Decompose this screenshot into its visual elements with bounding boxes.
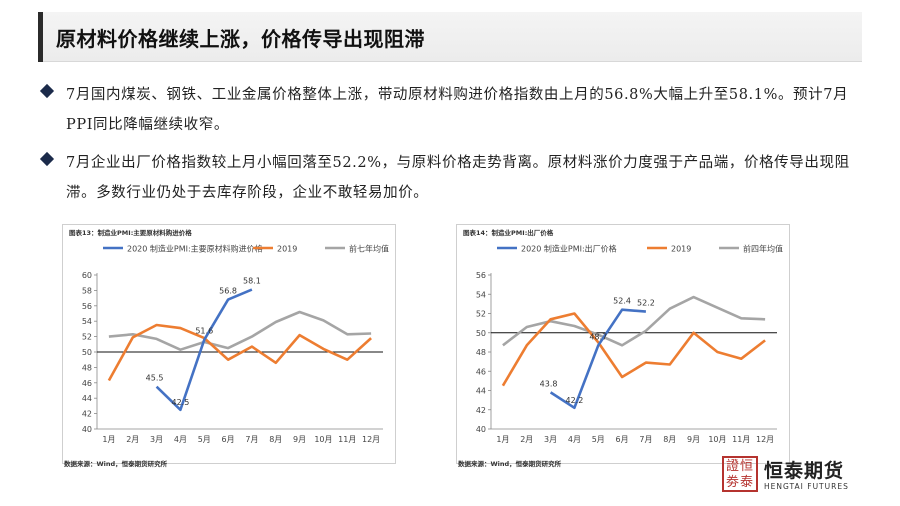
legend-label: 2020 制造业PMI:主要原材料购进价格 [127, 244, 263, 254]
x-tick-label: 1月 [102, 435, 115, 444]
title-accent-bar [38, 12, 43, 62]
x-tick-label: 4月 [174, 435, 187, 444]
y-tick-label: 58 [82, 286, 92, 295]
bullet-text: 7月企业出厂价格指数较上月小幅回落至52.2%，与原料价格走势背离。原材料涨价力… [66, 155, 850, 201]
legend-label: 前七年均值 [349, 244, 389, 254]
x-tick-label: 2月 [520, 435, 533, 444]
x-tick-label: 12月 [756, 435, 774, 444]
y-tick-label: 46 [82, 379, 92, 388]
series-line [108, 310, 372, 351]
x-tick-label: 9月 [293, 435, 306, 444]
x-tick-label: 1月 [496, 435, 509, 444]
y-tick-label: 46 [476, 367, 486, 376]
data-label: 43.8 [540, 379, 558, 388]
logo-name-cn: 恒泰期货 [764, 460, 845, 482]
series-line [502, 295, 766, 347]
series-line [107, 323, 372, 382]
y-tick-label: 50 [82, 348, 92, 357]
series-line [549, 308, 647, 410]
bullet-text: 7月国内煤炭、钢铁、工业金属价格整体上涨，带动原材料购进价格指数由上月的56.8… [66, 87, 849, 133]
data-label: 52.2 [637, 299, 655, 308]
legend-label: 前四年均值 [743, 244, 783, 254]
x-tick-label: 8月 [663, 435, 676, 444]
data-label: 51.6 [195, 327, 213, 336]
bullet-item: 7月国内煤炭、钢铁、工业金属价格整体上涨，带动原材料购进价格指数由上月的56.8… [39, 80, 860, 140]
x-tick-label: 9月 [687, 435, 700, 444]
chart-source: 数据来源：Wind，恒泰期货研究所 [458, 460, 562, 468]
y-tick-label: 44 [476, 387, 486, 396]
x-tick-label: 5月 [592, 435, 605, 444]
x-tick-label: 6月 [222, 435, 235, 444]
data-label: 42.5 [172, 398, 190, 407]
legend-label: 2019 [671, 245, 691, 254]
y-tick-label: 42 [82, 410, 92, 419]
logo-name-en: HENGTAI FUTURES [764, 482, 849, 491]
legend-label: 2020 制造业PMI:出厂价格 [521, 244, 617, 254]
x-tick-label: 11月 [732, 435, 750, 444]
y-tick-label: 54 [82, 317, 92, 326]
y-tick-label: 48 [82, 363, 92, 372]
chart-panel-raw-material-price: 图表13：制造业PMI:主要原材料购进价格 2020 制造业PMI:主要原材料购… [62, 224, 396, 464]
y-tick-label: 54 [476, 290, 486, 299]
y-tick-label: 40 [82, 425, 92, 434]
x-tick-label: 7月 [639, 435, 652, 444]
bullet-item: 7月企业出厂价格指数较上月小幅回落至52.2%，与原料价格走势背离。原材料涨价力… [39, 148, 860, 208]
y-tick-label: 42 [476, 406, 486, 415]
data-label: 58.1 [243, 277, 261, 286]
y-tick-label: 50 [476, 329, 486, 338]
y-tick-label: 48 [476, 348, 486, 357]
chart-caption: 图表13：制造业PMI:主要原材料购进价格 [69, 229, 192, 237]
diamond-bullet-icon [39, 151, 55, 167]
page-title: 原材料价格继续上涨，价格传导出现阻滞 [56, 27, 425, 51]
y-tick-label: 56 [82, 302, 92, 311]
y-tick-label: 60 [82, 271, 92, 280]
y-tick-label: 52 [476, 310, 486, 319]
chart-raw-material-price: 2020 制造业PMI:主要原材料购进价格 2019 前七年均值 40 42 44 46 48… [82, 244, 389, 445]
x-tick-label: 6月 [616, 435, 629, 444]
y-tick-label: 40 [476, 425, 486, 434]
y-tick-label: 56 [476, 271, 486, 280]
company-logo: 證恒 劵泰 恒泰期货 HENGTAI FUTURES [722, 456, 882, 496]
x-tick-label: 12月 [362, 435, 380, 444]
bullet-list: 7月国内煤炭、钢铁、工业金属价格整体上涨，带动原材料购进价格指数由上月的56.8… [39, 80, 860, 216]
logo-seal: 證恒 劵泰 [722, 456, 758, 492]
data-label: 52.4 [613, 297, 631, 306]
x-tick-label: 5月 [198, 435, 211, 444]
x-tick-label: 7月 [245, 435, 258, 444]
data-label: 45.5 [146, 374, 164, 383]
data-label: 48.7 [589, 332, 607, 341]
title-bar: 原材料价格继续上涨，价格传导出现阻滞 [38, 12, 862, 62]
chart-ex-factory-price: 2020 制造业PMI:出厂价格 2019 前四年均值 40 42 44 46 48 50 52 5… [476, 244, 783, 445]
legend-label: 2019 [277, 245, 297, 254]
data-label: 56.8 [219, 287, 237, 296]
x-tick-label: 8月 [269, 435, 282, 444]
data-label: 42.2 [566, 396, 584, 405]
diamond-bullet-icon [39, 83, 55, 99]
y-tick-label: 44 [82, 394, 92, 403]
chart-caption: 图表14：制造业PMI:出厂价格 [463, 229, 554, 237]
x-tick-label: 3月 [150, 435, 163, 444]
x-tick-label: 2月 [126, 435, 139, 444]
series-line [501, 312, 766, 387]
x-tick-label: 4月 [568, 435, 581, 444]
x-tick-label: 3月 [544, 435, 557, 444]
chart-panel-ex-factory-price: 图表14：制造业PMI:出厂价格 2020 制造业PMI:出厂价格 2019 前四年… [456, 224, 790, 464]
series-line [155, 288, 253, 412]
x-tick-label: 10月 [708, 435, 726, 444]
y-tick-label: 52 [82, 333, 92, 342]
x-tick-label: 11月 [338, 435, 356, 444]
x-tick-label: 10月 [314, 435, 332, 444]
chart-source: 数据来源：Wind，恒泰期货研究所 [64, 460, 168, 468]
